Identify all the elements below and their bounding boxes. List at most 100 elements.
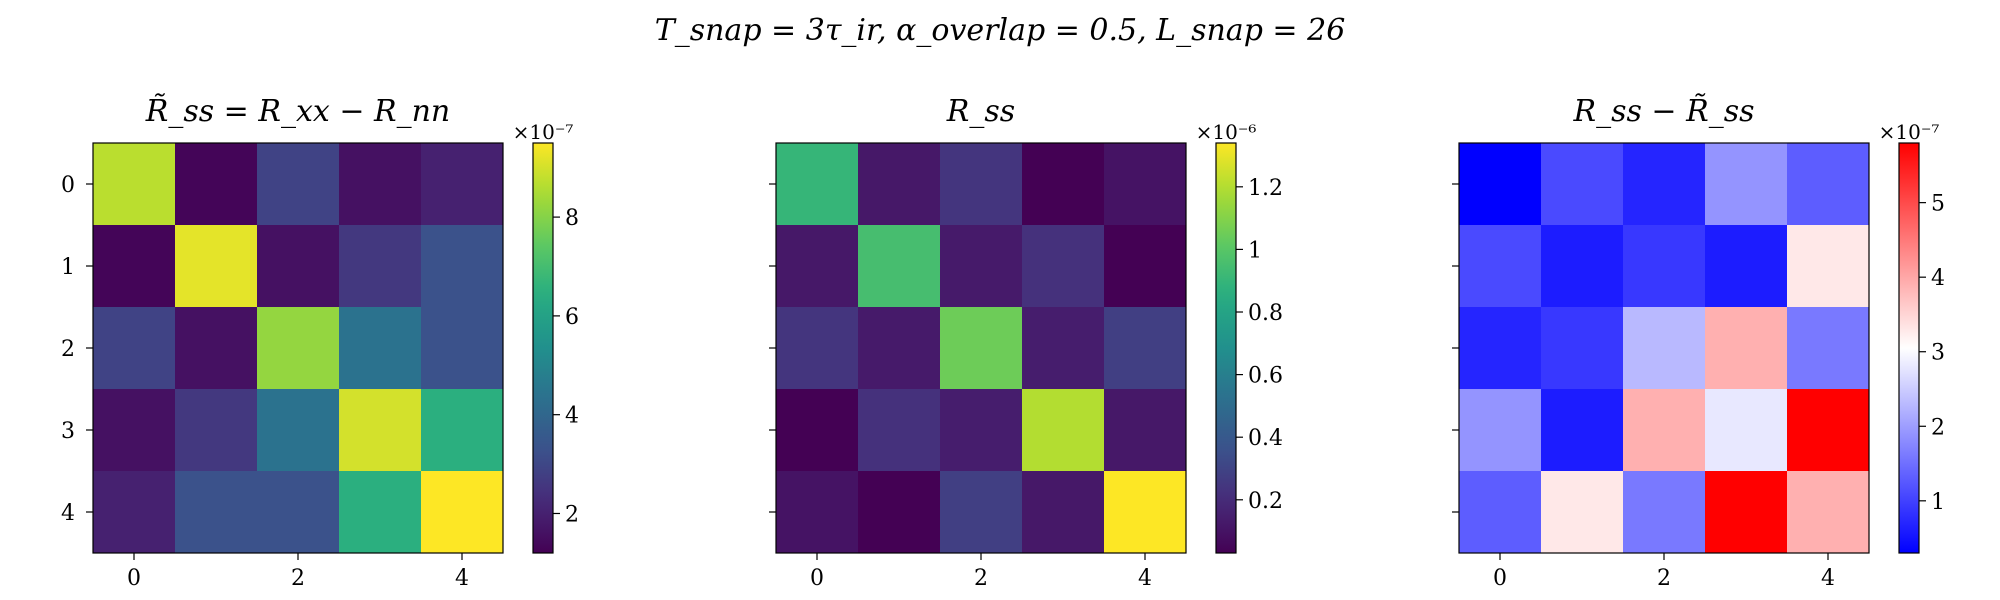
heatmap-cell-1-4: [1787, 225, 1870, 308]
heatmap-cell-3-1: [1541, 389, 1624, 472]
heatmap-cell-0-0: [1459, 143, 1542, 226]
heatmap-cell-1-2: [940, 225, 1023, 308]
figure-suptitle: T_snap = 3τ_ir, α_overlap = 0.5, L_snap …: [655, 13, 1346, 48]
heatmap-cell-2-1: [1541, 307, 1624, 390]
heatmap-cell-2-4: [421, 307, 504, 390]
heatmap-cell-3-4: [1104, 389, 1187, 472]
heatmap-cell-1-1: [175, 225, 258, 308]
heatmap-cell-0-3: [1022, 143, 1105, 226]
heatmap-cell-2-1: [858, 307, 941, 390]
heatmap-cell-0-0: [776, 143, 859, 226]
heatmap-cell-1-2: [1623, 225, 1706, 308]
heatmap-cell-2-4: [1104, 307, 1187, 390]
heatmap-cell-2-3: [339, 307, 422, 390]
heatmap-cell-4-2: [1623, 471, 1706, 554]
x-tick-label-4: 4: [455, 566, 469, 591]
heatmap-cell-3-0: [1459, 389, 1542, 472]
heatmap-cell-3-1: [175, 389, 258, 472]
colorbar-tick-label-6: 6: [565, 305, 579, 330]
y-tick-label-0: 0: [61, 173, 75, 198]
heatmap-cell-3-3: [1705, 389, 1788, 472]
heatmap-cell-0-1: [1541, 143, 1624, 226]
heatmap-cell-0-4: [421, 143, 504, 226]
heatmap-cell-2-2: [257, 307, 340, 390]
colorbar-tick-label-0.4: 0.4: [1248, 426, 1283, 451]
x-tick-label-4: 4: [1138, 566, 1152, 591]
x-tick-label-2: 2: [974, 566, 988, 591]
x-tick-label-2: 2: [1657, 566, 1671, 591]
heatmap-cell-3-2: [257, 389, 340, 472]
colorbar-tick-label-5: 5: [1931, 192, 1945, 217]
colorbar-tick-label-3: 3: [1931, 341, 1945, 366]
heatmap-cell-2-0: [1459, 307, 1542, 390]
heatmap-cell-3-2: [1623, 389, 1706, 472]
y-tick-label-4: 4: [61, 501, 75, 526]
heatmap-cell-2-2: [1623, 307, 1706, 390]
heatmap-cell-1-3: [1022, 225, 1105, 308]
heatmap-cell-3-0: [93, 389, 176, 472]
heatmap-cell-4-3: [1705, 471, 1788, 554]
x-tick-label-0: 0: [1493, 566, 1507, 591]
heatmap-cell-3-0: [776, 389, 859, 472]
heatmap-cell-4-0: [1459, 471, 1542, 554]
heatmap-cell-0-2: [940, 143, 1023, 226]
heatmap-cell-0-0: [93, 143, 176, 226]
heatmap-cell-1-0: [776, 225, 859, 308]
panel-title-0: R̃_ss = R_xx − R_nn: [145, 94, 450, 129]
colorbar-exponent-1: ×10⁻⁶: [1196, 120, 1257, 144]
x-tick-label-2: 2: [291, 566, 305, 591]
heatmap-cell-2-4: [1787, 307, 1870, 390]
heatmap-cell-4-4: [1104, 471, 1187, 554]
y-tick-label-1: 1: [61, 255, 75, 280]
heatmap-cell-3-4: [421, 389, 504, 472]
colorbar-tick-label-8: 8: [565, 206, 579, 231]
heatmap-cell-0-3: [1705, 143, 1788, 226]
colorbar-tick-label-0.6: 0.6: [1248, 364, 1283, 389]
y-tick-label-2: 2: [61, 337, 75, 362]
x-tick-label-4: 4: [1821, 566, 1835, 591]
heatmap-cell-4-3: [1022, 471, 1105, 554]
colorbar-1: [1215, 142, 1237, 554]
heatmap-cell-2-2: [940, 307, 1023, 390]
colorbar-tick-label-0.2: 0.2: [1248, 489, 1283, 514]
heatmap-cell-3-3: [1022, 389, 1105, 472]
x-tick-label-0: 0: [127, 566, 141, 591]
heatmap-cell-4-1: [1541, 471, 1624, 554]
heatmap-cell-4-0: [776, 471, 859, 554]
heatmap-cell-1-3: [1705, 225, 1788, 308]
heatmap-cell-1-0: [1459, 225, 1542, 308]
heatmap-cell-4-1: [175, 471, 258, 554]
heatmap-cell-4-0: [93, 471, 176, 554]
colorbar-tick-label-1: 1: [1248, 238, 1262, 263]
heatmap-cell-2-3: [1022, 307, 1105, 390]
heatmap-cell-0-1: [175, 143, 258, 226]
heatmap-cell-2-3: [1705, 307, 1788, 390]
heatmap-cell-0-2: [1623, 143, 1706, 226]
colorbar-exponent-2: ×10⁻⁷: [1879, 120, 1940, 144]
heatmap-cell-2-0: [93, 307, 176, 390]
heatmap-cell-4-2: [257, 471, 340, 554]
panel-title-2: R_ss − R̃_ss: [1573, 94, 1755, 129]
heatmap-cell-4-4: [1787, 471, 1870, 554]
heatmap-cell-3-1: [858, 389, 941, 472]
colorbar-0: [532, 142, 554, 554]
heatmap-panel-1: R_ss 0 2 4 0.2 0.4 0.6 0.8 1 1.2 ×10⁻⁶: [769, 94, 1283, 591]
colorbar-exponent-0: ×10⁻⁷: [513, 120, 574, 144]
heatmap-cell-0-4: [1104, 143, 1187, 226]
x-tick-label-0: 0: [810, 566, 824, 591]
heatmap-cell-4-1: [858, 471, 941, 554]
heatmap-cell-4-4: [421, 471, 504, 554]
heatmap-cell-1-1: [1541, 225, 1624, 308]
heatmap-cell-2-0: [776, 307, 859, 390]
heatmap-cell-3-3: [339, 389, 422, 472]
heatmap-cell-0-4: [1787, 143, 1870, 226]
colorbar-2: [1898, 142, 1920, 554]
heatmap-cell-1-3: [339, 225, 422, 308]
colorbar-tick-label-4: 4: [1931, 266, 1945, 291]
heatmap-cell-1-1: [858, 225, 941, 308]
heatmap-cell-2-1: [175, 307, 258, 390]
heatmap-cell-1-0: [93, 225, 176, 308]
colorbar-tick-label-4: 4: [565, 404, 579, 429]
heatmap-cell-4-3: [339, 471, 422, 554]
